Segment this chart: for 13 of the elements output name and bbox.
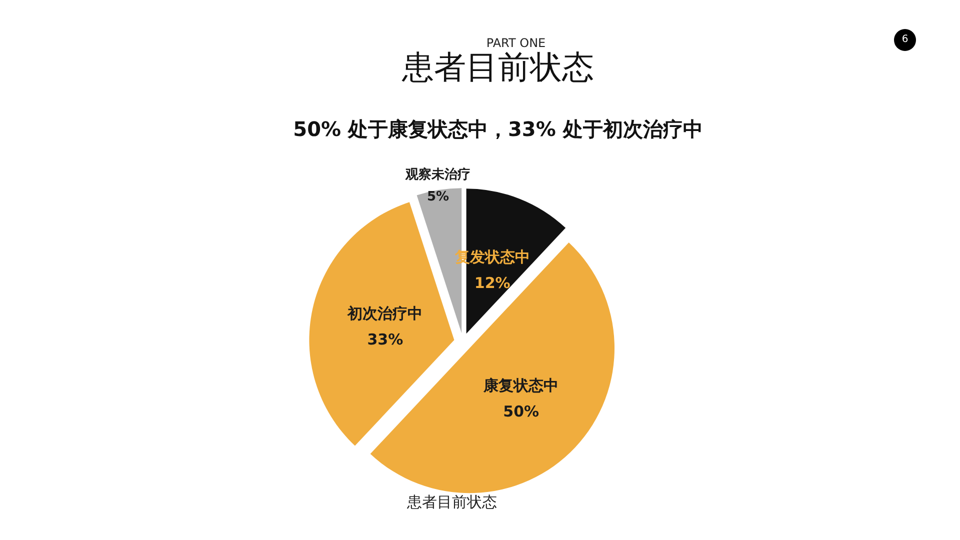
- text: 患者目前状态: [406, 493, 498, 512]
- slice-label: 初次治疗中: [346, 304, 423, 323]
- slice-label: 复发状态中: [454, 248, 530, 266]
- data-label: 5%: [427, 189, 450, 204]
- text: PART ONE: [486, 36, 546, 50]
- slice-label: 观察未治疗: [404, 166, 471, 182]
- chart-title: 患者目前状态: [400, 48, 595, 88]
- data-label: 33%: [367, 330, 404, 349]
- data-label: 50%: [503, 402, 540, 421]
- text: 6: [894, 29, 916, 51]
- slice-label: 康复状态中: [482, 376, 559, 395]
- data-label: 12%: [474, 274, 510, 292]
- chart-subtitle: 50% 处于康复状态中，33% 处于初次治疗中: [292, 116, 704, 143]
